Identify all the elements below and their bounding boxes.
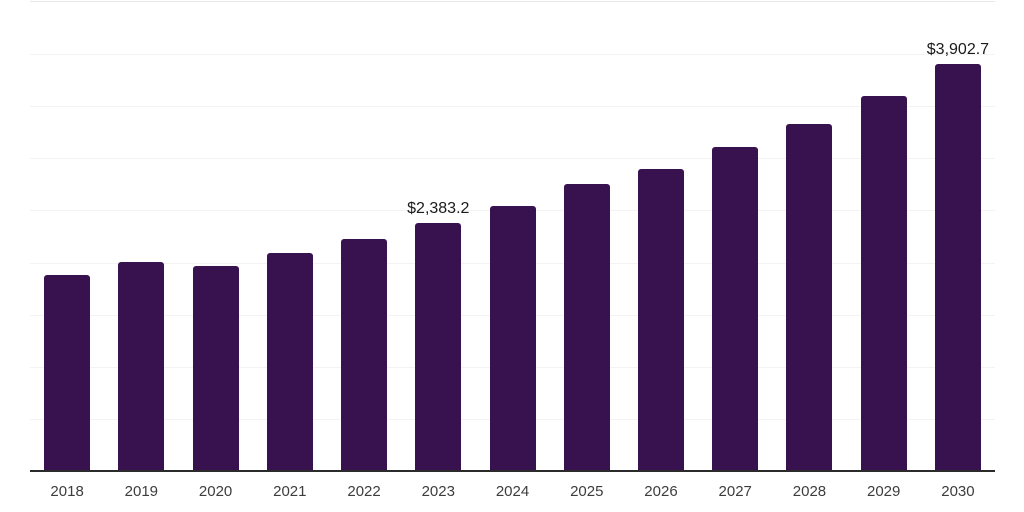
bar-2024	[489, 206, 536, 471]
x-tick-label-2029: 2029	[867, 483, 901, 500]
bar-2022	[341, 239, 388, 471]
bar-2019	[118, 262, 165, 471]
bar-slot	[327, 2, 401, 471]
bars: $2,383.2 $3,902.7	[30, 2, 995, 471]
value-label-2023: $2,383.2	[407, 199, 470, 217]
bar-2018	[44, 274, 91, 471]
bar-slot: $2,383.2	[401, 2, 475, 471]
bar-slot	[550, 2, 624, 471]
bar-slot	[30, 2, 104, 471]
bar-slot	[772, 2, 846, 471]
gridline	[30, 106, 995, 108]
x-tick-label-2030: 2030	[941, 483, 975, 500]
bar-slot	[104, 2, 178, 471]
x-tick-label-2021: 2021	[273, 483, 307, 500]
bar-2020	[192, 265, 239, 471]
bar-2029	[860, 96, 907, 471]
x-tick-label-2019: 2019	[124, 483, 159, 500]
bar-2028	[786, 123, 833, 471]
x-tick-label-2028: 2028	[792, 483, 827, 500]
bar-slot	[698, 2, 772, 471]
x-tick-label-2022: 2022	[347, 483, 381, 500]
bar-2030	[934, 64, 981, 471]
x-tick-label-2024: 2024	[495, 483, 530, 500]
x-tick-label-2025: 2025	[570, 483, 604, 500]
bar-slot	[475, 2, 549, 471]
x-tick-label-2026: 2026	[644, 483, 678, 500]
gridline	[30, 54, 995, 56]
x-axis-line	[30, 470, 995, 472]
bar-2026	[637, 169, 684, 471]
bar-2025	[563, 184, 610, 471]
x-tick-label-2023: 2023	[421, 483, 455, 500]
bar-2023	[415, 222, 462, 471]
bar-2027	[712, 147, 759, 471]
x-tick-label-2020: 2020	[198, 483, 233, 500]
x-tick-label-2018: 2018	[50, 483, 84, 500]
bar-slot	[847, 2, 921, 471]
plot-area: $2,383.2 $3,902.7	[30, 1, 995, 471]
bar-slot	[178, 2, 252, 471]
x-tick-label-2027: 2027	[718, 483, 752, 500]
bar-slot	[624, 2, 698, 471]
x-axis-tick-labels: 2018 2019 2020 2021 2022 2023 2024 2025 2026 2027…	[30, 483, 995, 501]
gridline	[30, 158, 995, 160]
bar-slot	[253, 2, 327, 471]
bar-2021	[266, 253, 313, 471]
value-label-2030: $3,902.7	[926, 41, 990, 59]
bar-slot: $3,902.7	[921, 2, 995, 471]
